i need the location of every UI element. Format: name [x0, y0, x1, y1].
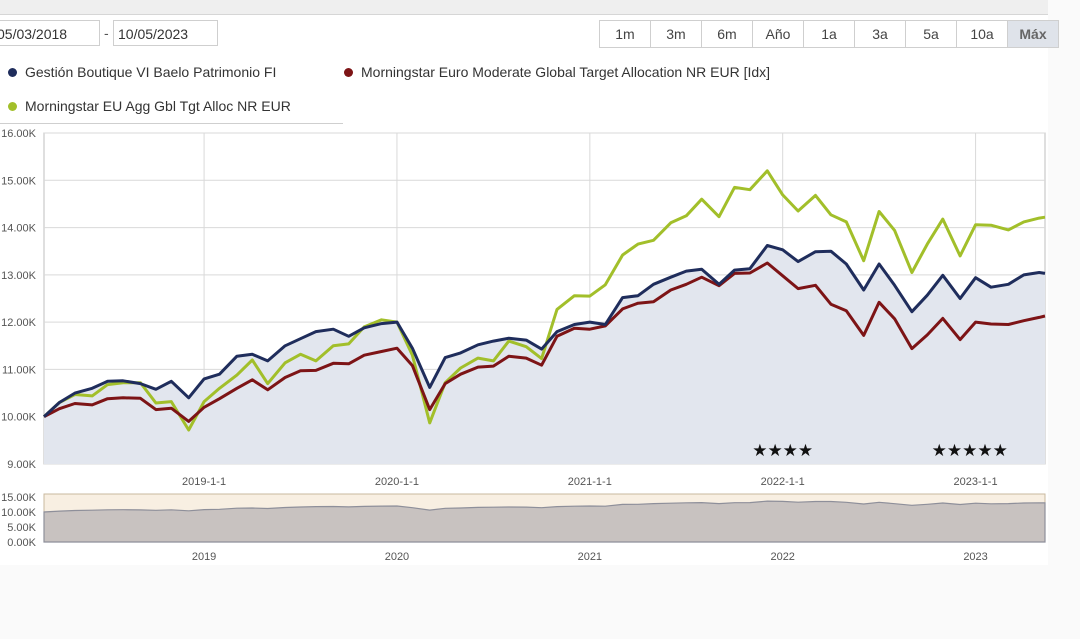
- nav-x-tick-label: 2023: [963, 551, 987, 563]
- y-tick-label: 14.00K: [1, 223, 37, 235]
- nav-x-tick-label: 2019: [192, 551, 216, 563]
- period-button[interactable]: 3a: [855, 21, 906, 47]
- nav-x-tick-label: 2021: [578, 551, 602, 563]
- rating-stars: ★★★★: [752, 441, 813, 460]
- legend-divider: [0, 123, 343, 124]
- period-selector: 1m 3m 6m Año 1a 3a 5a 10a Máx: [599, 20, 1059, 48]
- period-button[interactable]: Máx: [1008, 21, 1058, 47]
- x-tick-label: 2023-1-1: [954, 476, 998, 488]
- nav-x-tick-label: 2022: [770, 551, 794, 563]
- legend-label: Gestión Boutique VI Baelo Patrimonio FI: [25, 64, 277, 80]
- y-tick-label: 13.00K: [1, 270, 37, 282]
- top-toolbar: [0, 0, 1048, 15]
- x-tick-label: 2021-1-1: [568, 476, 612, 488]
- period-button[interactable]: 10a: [957, 21, 1008, 47]
- series-line-3: [42, 169, 1046, 432]
- legend-item-agg-idx[interactable]: Morningstar EU Agg Gbl Tgt Alloc NR EUR: [8, 96, 291, 116]
- legend-item-moderate-idx[interactable]: Morningstar Euro Moderate Global Target …: [344, 62, 770, 82]
- nav-y-tick-label: 10.00K: [1, 507, 37, 519]
- period-button[interactable]: 5a: [906, 21, 957, 47]
- series-line-2: [43, 261, 1046, 423]
- y-tick-label: 16.00K: [1, 128, 37, 140]
- navigator-area: [43, 500, 1046, 543]
- nav-y-tick-label: 5.00K: [7, 522, 36, 534]
- legend-label: Morningstar Euro Moderate Global Target …: [361, 64, 771, 80]
- main-line-chart[interactable]: 9.00K 10.00K 11.00K 12.00K 13.00K 14.00K 15.00…: [0, 120, 1048, 620]
- y-tick-label: 9.00K: [7, 459, 36, 471]
- date-to-input[interactable]: 10/05/2023: [113, 20, 218, 46]
- x-tick-label: 2019-1-1: [182, 476, 226, 488]
- nav-y-tick-label: 0.00K: [7, 537, 36, 549]
- legend-item-baelo[interactable]: Gestión Boutique VI Baelo Patrimonio FI: [8, 62, 276, 82]
- legend-marker-icon: [8, 101, 17, 111]
- date-from-input[interactable]: 05/03/2018: [0, 20, 100, 46]
- rating-stars: ★★★★★: [932, 441, 1008, 460]
- date-separator: -: [104, 25, 109, 41]
- y-tick-label: 11.00K: [2, 364, 37, 376]
- y-tick-label: 12.00K: [1, 317, 37, 329]
- series-area: [44, 245, 1045, 464]
- nav-y-tick-label: 15.00K: [1, 492, 37, 504]
- legend-marker-icon: [8, 67, 17, 77]
- period-button[interactable]: 3m: [651, 21, 702, 47]
- x-tick-label: 2020-1-1: [375, 476, 419, 488]
- y-tick-label: 15.00K: [1, 175, 37, 187]
- period-button[interactable]: 6m: [702, 21, 753, 47]
- period-button[interactable]: 1a: [804, 21, 855, 47]
- nav-x-tick-label: 2020: [385, 551, 409, 563]
- legend-label: Morningstar EU Agg Gbl Tgt Alloc NR EUR: [25, 98, 291, 114]
- navigator-chart[interactable]: 15.00K 10.00K 5.00K 0.00K 2019 2020 2021 2022 20…: [0, 488, 1048, 568]
- period-button[interactable]: 1m: [600, 21, 651, 47]
- x-tick-label: 2022-1-1: [761, 476, 805, 488]
- series-line-1: [42, 244, 1046, 418]
- period-button[interactable]: Año: [753, 21, 804, 47]
- legend-marker-icon: [344, 67, 353, 77]
- y-tick-label: 10.00K: [1, 412, 37, 424]
